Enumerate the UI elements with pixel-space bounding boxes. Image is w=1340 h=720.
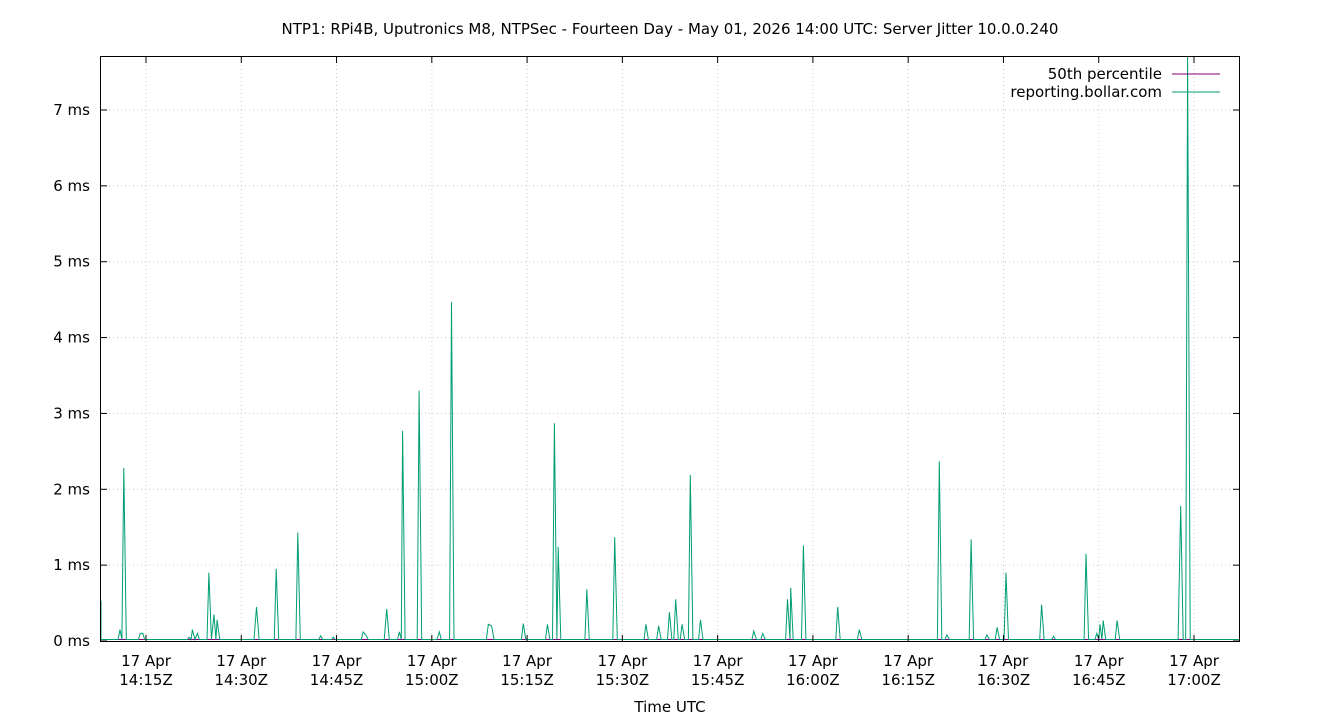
x-tick-time: 15:00Z	[405, 671, 459, 689]
y-tick-label: 2 ms	[53, 480, 90, 498]
y-tick-label: 1 ms	[53, 556, 90, 574]
x-tick-time: 16:00Z	[786, 671, 840, 689]
grid	[101, 57, 1239, 641]
x-tick-date: 17 Apr	[979, 652, 1030, 670]
x-tick-time: 15:30Z	[596, 671, 650, 689]
plot-frame	[100, 56, 1240, 642]
x-tick-date: 17 Apr	[883, 652, 934, 670]
x-tick-date: 17 Apr	[597, 652, 648, 670]
x-axis-label: Time UTC	[633, 698, 705, 716]
chart-title: NTP1: RPi4B, Uputronics M8, NTPSec - Fou…	[282, 20, 1059, 38]
x-tick-time: 14:45Z	[310, 671, 364, 689]
y-tick-label: 5 ms	[53, 253, 90, 271]
y-tick-label: 6 ms	[53, 177, 90, 195]
y-tick-label: 7 ms	[53, 101, 90, 119]
x-tick-time: 16:30Z	[977, 671, 1031, 689]
series-line-1	[100, 56, 1239, 642]
y-tick-label: 0 ms	[53, 632, 90, 650]
legend-label: 50th percentile	[1048, 65, 1162, 83]
x-tick-time: 15:45Z	[691, 671, 745, 689]
x-tick-date: 17 Apr	[1074, 652, 1125, 670]
y-tick-label: 3 ms	[53, 404, 90, 422]
x-tick-date: 17 Apr	[216, 652, 267, 670]
legend-label: reporting.bollar.com	[1010, 83, 1162, 101]
x-tick-date: 17 Apr	[121, 652, 172, 670]
x-tick-date: 17 Apr	[693, 652, 744, 670]
x-tick-time: 17:00Z	[1167, 671, 1221, 689]
x-tick-time: 14:30Z	[215, 671, 269, 689]
x-tick-date: 17 Apr	[407, 652, 458, 670]
x-tick-time: 14:15Z	[119, 671, 173, 689]
x-tick-date: 17 Apr	[502, 652, 553, 670]
x-tick-time: 16:45Z	[1072, 671, 1126, 689]
x-tick-time: 16:15Z	[881, 671, 935, 689]
x-tick-date: 17 Apr	[312, 652, 363, 670]
x-tick-date: 17 Apr	[1169, 652, 1220, 670]
x-tick-time: 15:15Z	[500, 671, 554, 689]
series-layer	[100, 56, 1239, 642]
y-tick-label: 4 ms	[53, 329, 90, 347]
x-tick-date: 17 Apr	[788, 652, 839, 670]
